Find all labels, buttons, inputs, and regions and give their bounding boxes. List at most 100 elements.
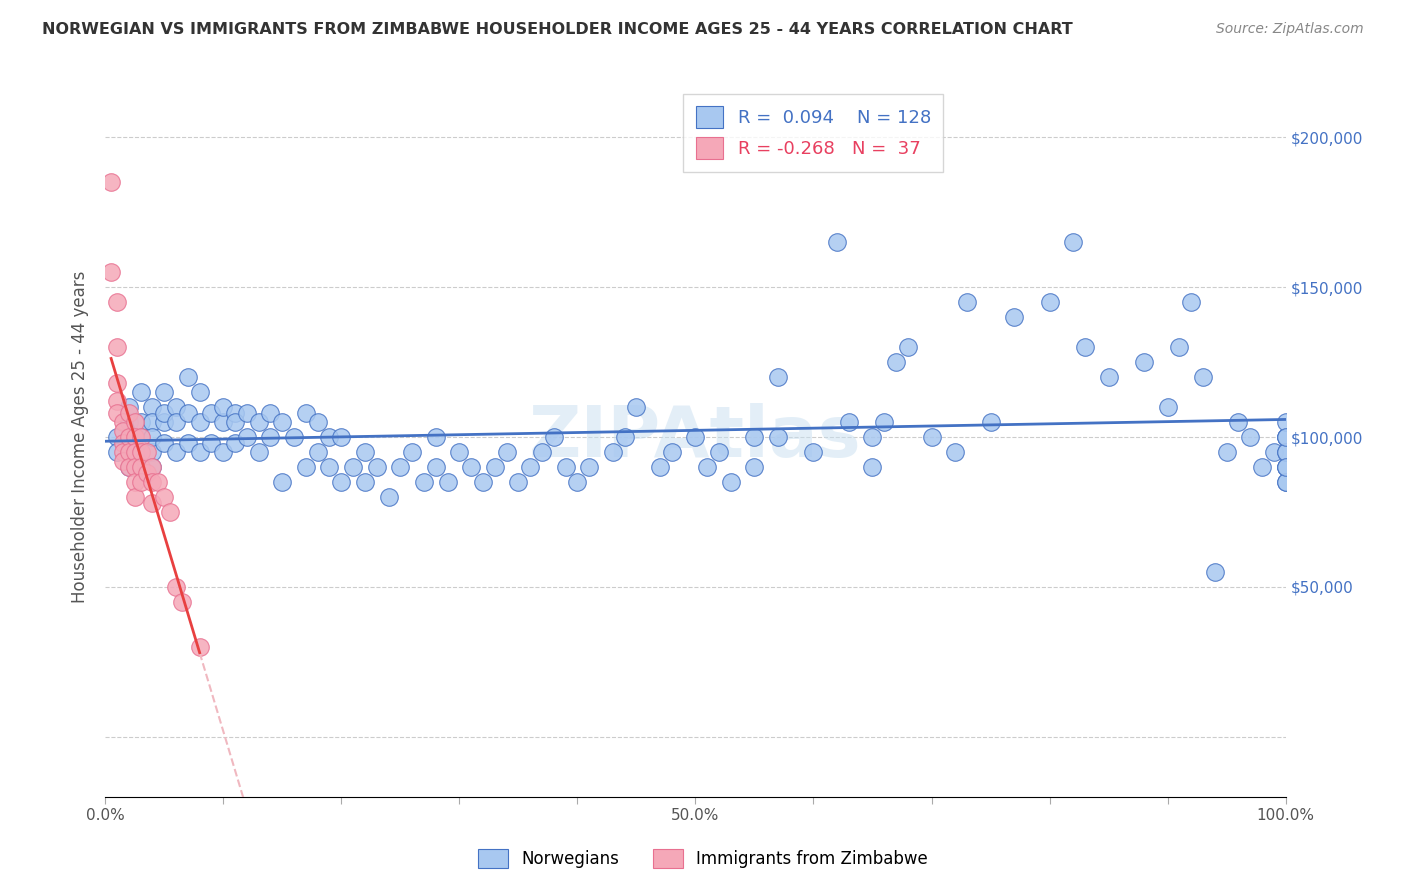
Point xyxy=(148,475,170,489)
Point xyxy=(247,445,270,459)
Point xyxy=(124,415,146,429)
Point xyxy=(1215,445,1237,459)
Point xyxy=(318,460,340,475)
Text: NORWEGIAN VS IMMIGRANTS FROM ZIMBABWE HOUSEHOLDER INCOME AGES 25 - 44 YEARS CORR: NORWEGIAN VS IMMIGRANTS FROM ZIMBABWE HO… xyxy=(42,22,1073,37)
Point xyxy=(129,445,152,459)
Point xyxy=(135,445,157,459)
Point xyxy=(129,475,152,489)
Point xyxy=(224,406,246,420)
Point xyxy=(153,406,176,420)
Point xyxy=(862,430,884,444)
Point xyxy=(389,460,412,475)
Point xyxy=(165,400,187,414)
Point xyxy=(897,340,920,354)
Point xyxy=(862,460,884,475)
Point xyxy=(165,445,187,459)
Point xyxy=(1274,430,1296,444)
Point xyxy=(530,445,553,459)
Y-axis label: Householder Income Ages 25 - 44 years: Householder Income Ages 25 - 44 years xyxy=(72,271,89,603)
Point xyxy=(141,430,163,444)
Point xyxy=(177,406,200,420)
Point xyxy=(1180,295,1202,310)
Point xyxy=(884,355,907,369)
Point xyxy=(956,295,979,310)
Point xyxy=(766,370,789,384)
Point xyxy=(330,475,353,489)
Point xyxy=(626,400,648,414)
Point xyxy=(519,460,541,475)
Point xyxy=(425,430,447,444)
Point xyxy=(295,460,318,475)
Point xyxy=(165,415,187,429)
Point xyxy=(118,460,141,475)
Point xyxy=(141,496,163,510)
Point xyxy=(707,445,730,459)
Point xyxy=(1204,565,1226,579)
Point xyxy=(129,460,152,475)
Point xyxy=(118,430,141,444)
Point xyxy=(153,490,176,504)
Point xyxy=(153,436,176,450)
Point xyxy=(247,415,270,429)
Point xyxy=(1192,370,1215,384)
Point xyxy=(259,406,281,420)
Point xyxy=(124,460,146,475)
Point xyxy=(1274,460,1296,475)
Point xyxy=(177,370,200,384)
Point xyxy=(1274,475,1296,489)
Point xyxy=(1002,310,1025,325)
Point xyxy=(118,415,141,429)
Point xyxy=(129,460,152,475)
Point xyxy=(744,460,766,475)
Point xyxy=(484,460,506,475)
Point xyxy=(129,430,152,444)
Point xyxy=(449,445,471,459)
Point xyxy=(943,445,966,459)
Point xyxy=(118,460,141,475)
Point xyxy=(271,475,294,489)
Point xyxy=(100,175,122,189)
Point xyxy=(212,415,235,429)
Point xyxy=(495,445,517,459)
Point xyxy=(307,445,329,459)
Point xyxy=(342,460,364,475)
Point xyxy=(1274,445,1296,459)
Point xyxy=(838,415,860,429)
Point xyxy=(124,490,146,504)
Text: Source: ZipAtlas.com: Source: ZipAtlas.com xyxy=(1216,22,1364,37)
Point xyxy=(1227,415,1250,429)
Point xyxy=(105,295,128,310)
Point xyxy=(1274,460,1296,475)
Point xyxy=(295,406,318,420)
Point xyxy=(508,475,530,489)
Point xyxy=(1274,445,1296,459)
Point xyxy=(1156,400,1178,414)
Point xyxy=(153,385,176,400)
Point xyxy=(177,436,200,450)
Point xyxy=(602,445,624,459)
Point xyxy=(1074,340,1097,354)
Point xyxy=(1274,430,1296,444)
Point xyxy=(105,394,128,409)
Point xyxy=(129,430,152,444)
Point xyxy=(744,430,766,444)
Point xyxy=(188,415,211,429)
Point xyxy=(318,430,340,444)
Point xyxy=(118,406,141,420)
Point xyxy=(401,445,423,459)
Point xyxy=(165,580,187,594)
Point xyxy=(105,376,128,391)
Point xyxy=(1038,295,1060,310)
Point xyxy=(271,415,294,429)
Point xyxy=(425,460,447,475)
Point xyxy=(825,235,848,250)
Point xyxy=(661,445,683,459)
Point xyxy=(766,430,789,444)
Point xyxy=(980,415,1002,429)
Point xyxy=(1251,460,1274,475)
Point xyxy=(159,505,181,519)
Point xyxy=(188,385,211,400)
Point xyxy=(330,430,353,444)
Point xyxy=(124,475,146,489)
Point xyxy=(124,445,146,459)
